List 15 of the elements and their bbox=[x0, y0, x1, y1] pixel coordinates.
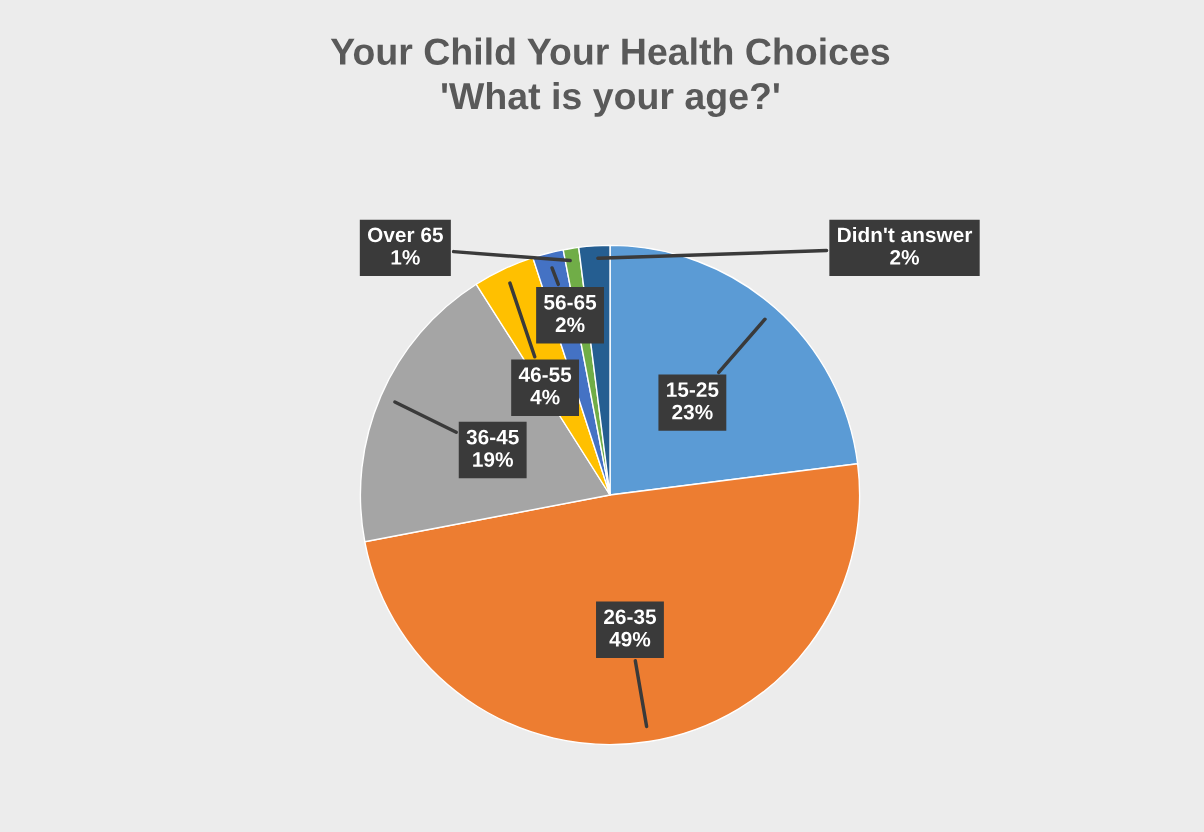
data-label: 2% bbox=[555, 317, 585, 333]
data-label: 49% bbox=[609, 631, 651, 647]
slice-label: 46-55 bbox=[518, 367, 572, 383]
data-label: 23% bbox=[672, 404, 713, 420]
data-label: 1% bbox=[391, 250, 420, 265]
slice-label: Over 65 bbox=[367, 227, 443, 243]
slice-label: 56-65 bbox=[544, 294, 597, 310]
slice-label: Didn't answer bbox=[838, 226, 973, 243]
data-label: 4% bbox=[530, 389, 560, 405]
data-label: 2% bbox=[890, 249, 920, 265]
slice-label: 15-25 bbox=[667, 382, 719, 398]
chart-title: Your Child Your Health Choices 'What is your age?' bbox=[330, 37, 890, 118]
slice-label: 26-35 bbox=[604, 609, 657, 625]
data-label: 19% bbox=[473, 452, 513, 467]
slice-label: 36-45 bbox=[466, 429, 519, 445]
